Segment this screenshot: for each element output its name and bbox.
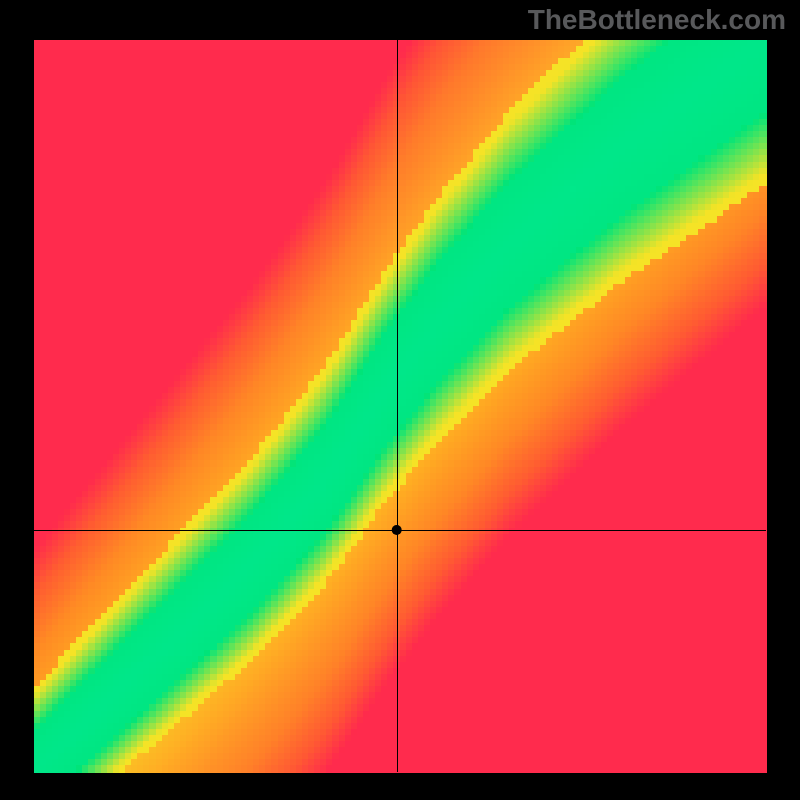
- bottleneck-heatmap: [0, 0, 800, 800]
- watermark-text: TheBottleneck.com: [528, 4, 786, 36]
- chart-container: TheBottleneck.com: [0, 0, 800, 800]
